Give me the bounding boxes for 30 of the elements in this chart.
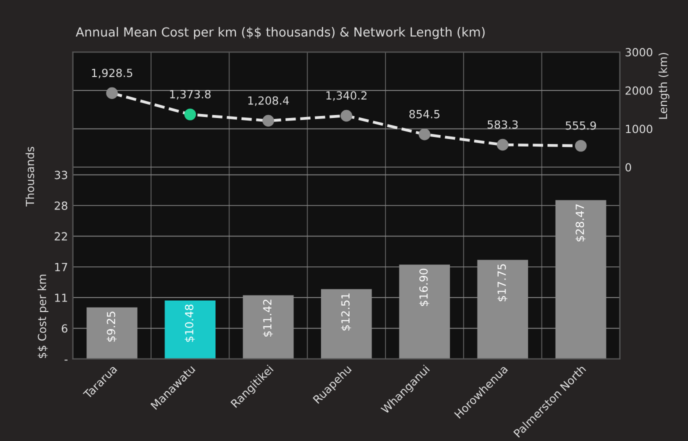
data-label: $9.25 [106, 312, 117, 342]
data-label: $16.90 [419, 268, 430, 306]
data-label: 1,928.5 [92, 68, 132, 78]
data-label: $11.42 [262, 300, 273, 337]
y-tick-label: 28 [54, 201, 68, 210]
data-label: $10.48 [184, 304, 195, 342]
y-tick-label: 6 [62, 324, 68, 333]
data-label: $28.47 [575, 204, 586, 242]
y2-axis-title: Length (km) [658, 52, 670, 119]
y-tick-label: 17 [55, 263, 68, 272]
y-tick-label: 22 [54, 232, 67, 240]
y2-tick-label: 2000 [626, 86, 652, 95]
bar [164, 300, 216, 359]
y-tick-label: - [64, 360, 68, 361]
data-label: $12.51 [341, 294, 352, 330]
chart-title: Annual Mean Cost per km ($$ thousands) & Network Length (km) [76, 27, 485, 40]
data-label: 854.5 [409, 110, 440, 118]
y-tick-label: 11 [55, 294, 68, 302]
y2-tick-label: 1000 [626, 124, 652, 134]
data-label: 1,373.8 [170, 90, 211, 100]
data-label: 1,208.4 [248, 96, 289, 106]
text: Thousands [26, 146, 34, 207]
data-label: 1,340.2 [326, 91, 366, 101]
y2-tick-label: 0 [625, 163, 632, 172]
y-axis-title: $$ Cost per km [38, 274, 48, 358]
data-label: $17.75 [497, 264, 508, 302]
y2-tick-label: 3000 [626, 48, 652, 56]
data-label: 555.9 [566, 121, 596, 130]
data-label: 583.3 [488, 120, 518, 129]
y-tick-label: 33 [54, 170, 68, 180]
